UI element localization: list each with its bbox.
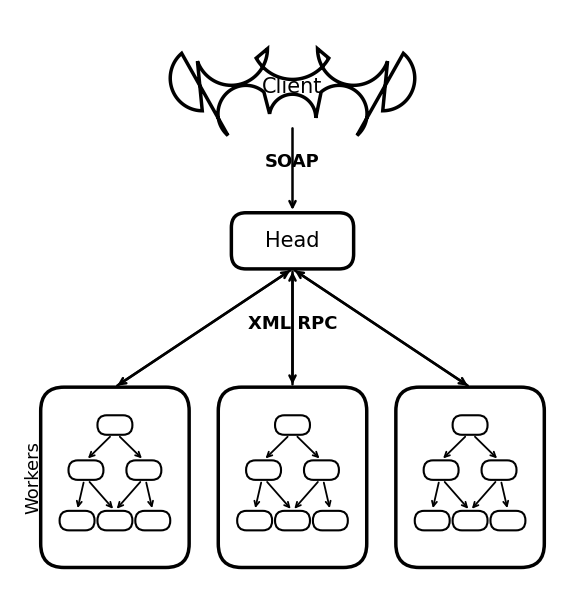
FancyBboxPatch shape xyxy=(135,511,170,530)
FancyBboxPatch shape xyxy=(415,511,450,530)
FancyBboxPatch shape xyxy=(275,415,310,435)
FancyBboxPatch shape xyxy=(237,511,272,530)
FancyBboxPatch shape xyxy=(453,415,487,435)
FancyBboxPatch shape xyxy=(490,511,525,530)
FancyBboxPatch shape xyxy=(246,460,281,480)
FancyBboxPatch shape xyxy=(396,387,544,567)
FancyBboxPatch shape xyxy=(126,460,161,480)
Polygon shape xyxy=(170,49,415,135)
FancyBboxPatch shape xyxy=(313,511,348,530)
FancyBboxPatch shape xyxy=(275,511,310,530)
FancyBboxPatch shape xyxy=(424,460,459,480)
FancyBboxPatch shape xyxy=(218,387,367,567)
Text: XML RPC: XML RPC xyxy=(248,315,337,333)
Text: Workers: Workers xyxy=(25,441,42,514)
FancyBboxPatch shape xyxy=(453,511,487,530)
FancyBboxPatch shape xyxy=(68,460,104,480)
Text: Client: Client xyxy=(262,77,323,97)
FancyBboxPatch shape xyxy=(98,511,132,530)
Text: Head: Head xyxy=(265,231,320,251)
FancyBboxPatch shape xyxy=(231,213,354,269)
FancyBboxPatch shape xyxy=(60,511,95,530)
FancyBboxPatch shape xyxy=(481,460,517,480)
FancyBboxPatch shape xyxy=(98,415,132,435)
FancyBboxPatch shape xyxy=(304,460,339,480)
Text: SOAP: SOAP xyxy=(265,153,320,171)
FancyBboxPatch shape xyxy=(41,387,189,567)
